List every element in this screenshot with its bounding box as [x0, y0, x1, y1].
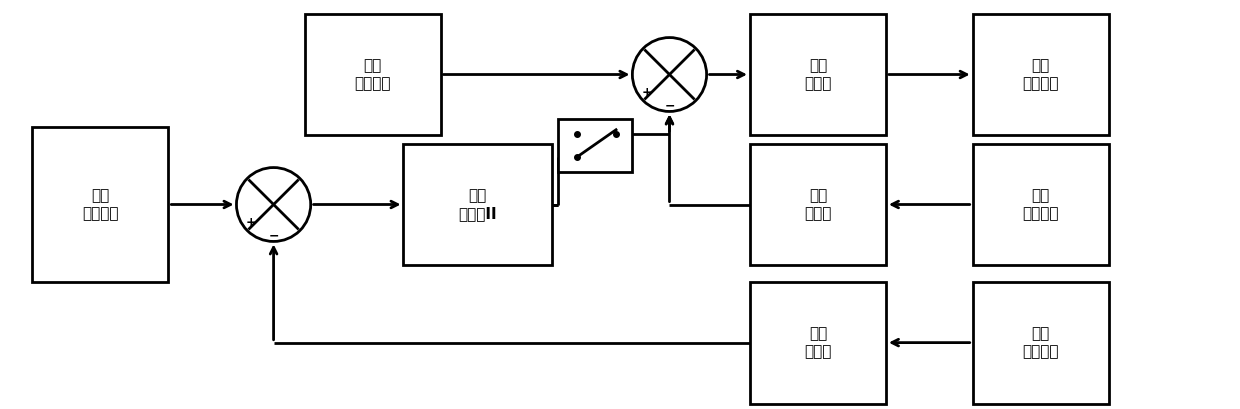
- Bar: [972, 144, 1109, 265]
- Bar: [558, 119, 632, 172]
- Text: 实际
压力信号: 实际 压力信号: [1023, 326, 1059, 359]
- Text: 位移
传感器: 位移 传感器: [805, 188, 832, 221]
- Text: 位移
控制器: 位移 控制器: [805, 58, 832, 91]
- Text: 压力
传感器: 压力 传感器: [805, 326, 832, 359]
- Text: +: +: [246, 216, 257, 229]
- Text: 压力
控制器II: 压力 控制器II: [459, 188, 497, 221]
- Bar: [972, 13, 1109, 135]
- Bar: [972, 282, 1109, 404]
- Text: +: +: [642, 86, 652, 99]
- Text: 实际
位移信号: 实际 位移信号: [1023, 188, 1059, 221]
- Ellipse shape: [237, 168, 311, 241]
- Text: 电机
控制信号: 电机 控制信号: [1023, 58, 1059, 91]
- Ellipse shape: [632, 38, 707, 112]
- Text: 指令
压力信号: 指令 压力信号: [82, 188, 119, 221]
- Bar: [750, 144, 887, 265]
- Bar: [750, 282, 887, 404]
- Bar: [750, 13, 887, 135]
- Bar: [305, 13, 440, 135]
- Text: 位移
阶跃信号: 位移 阶跃信号: [355, 58, 391, 91]
- Text: −: −: [268, 229, 279, 243]
- Text: −: −: [665, 99, 675, 112]
- Bar: [403, 144, 552, 265]
- Bar: [32, 127, 169, 282]
